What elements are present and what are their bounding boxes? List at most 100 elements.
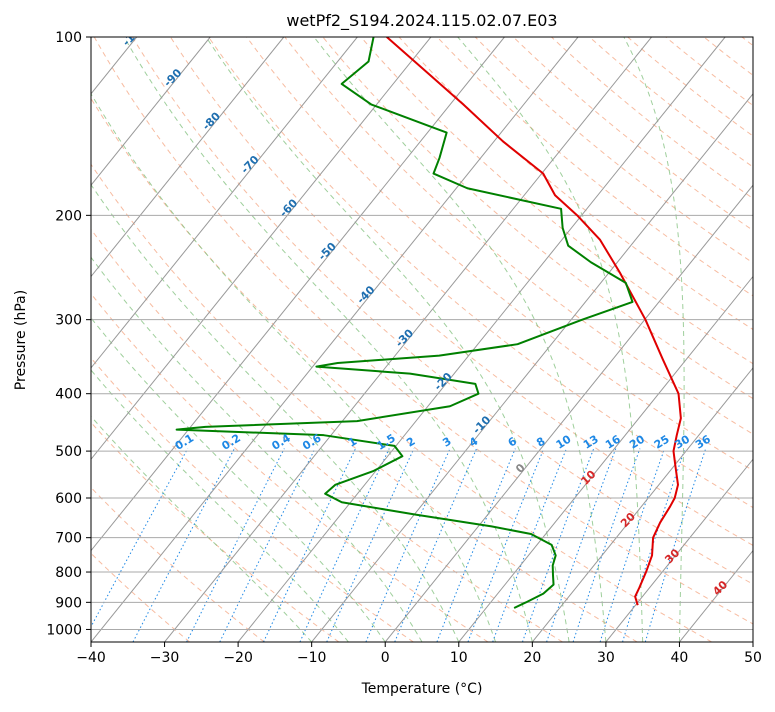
- plot-frame: [90, 36, 754, 643]
- mixing-ratio-line: [132, 448, 235, 642]
- y-tick-label: 400: [55, 387, 82, 403]
- isotherm-label: -30: [393, 326, 416, 349]
- isotherm-label: -80: [200, 109, 223, 132]
- isotherm: [91, 37, 211, 186]
- adiabat-label: 30: [662, 546, 682, 566]
- mixing-ratio-label: 30: [672, 432, 692, 451]
- mixing-ratio-label: 16: [603, 432, 623, 451]
- y-tick-label: 1000: [46, 622, 82, 638]
- mixing-ratio-label: 1: [346, 435, 359, 450]
- mixing-ratio-label: 10: [554, 432, 574, 451]
- isotherm-label: 0: [513, 461, 528, 476]
- isotherm: [91, 37, 432, 461]
- y-tick-label: 500: [55, 444, 82, 460]
- x-tick-label: −20: [223, 650, 253, 666]
- grid-lines: [0, 37, 753, 642]
- profile-lines: [175, 37, 682, 609]
- mixing-ratio-label: 20: [627, 432, 647, 451]
- y-tick-label: 200: [55, 208, 82, 224]
- dry-adiabat: [91, 163, 638, 642]
- moist-adiabat: [91, 256, 423, 642]
- isotherm: [0, 37, 63, 642]
- mixing-ratio-label: 36: [693, 432, 713, 451]
- dry-adiabat: [91, 292, 489, 642]
- mixing-ratio-line: [572, 448, 641, 642]
- x-tick-label: −10: [297, 650, 327, 666]
- dry-adiabat: [93, 37, 753, 625]
- mixing-ratio-label: 2: [404, 435, 417, 450]
- isotherm: [237, 37, 726, 642]
- x-axis: −40 −30 −20 −10 0 10 20 30 40 50: [76, 642, 762, 666]
- dry-adiabat: [91, 228, 563, 642]
- y-tick-label: 300: [55, 313, 82, 329]
- mixing-ratio-label: 6: [506, 434, 520, 449]
- dry-adiabat: [246, 37, 753, 472]
- mixing-ratio-line: [644, 448, 707, 642]
- adiabat-label: 10: [578, 468, 598, 488]
- x-tick-label: 30: [597, 650, 615, 666]
- dry-adiabat: [665, 37, 753, 107]
- dry-adiabat: [322, 37, 753, 400]
- dry-adiabat: [513, 37, 753, 232]
- y-axis: 1000 900 800 700 600 500 400 300 200 100: [46, 30, 91, 638]
- chart-title: wetPf2_S194.2024.115.02.07.E03: [286, 11, 557, 31]
- mixing-ratio-label: 0.1: [173, 431, 196, 452]
- moist-adiabat: [91, 183, 460, 642]
- isotherm: [91, 37, 285, 278]
- moist-adiabat: [91, 92, 497, 642]
- mixing-ratio-line: [467, 448, 545, 642]
- dry-adiabat: [360, 37, 753, 365]
- dry-adiabat: [91, 97, 713, 642]
- dry-adiabat: [551, 37, 753, 200]
- x-tick-label: 40: [671, 650, 689, 666]
- mixing-ratio-line: [299, 448, 390, 642]
- mixing-ratio-label: 1.5: [374, 431, 397, 452]
- dry-adiabat: [741, 37, 753, 47]
- isotherm-label: -50: [316, 240, 339, 263]
- isotherm: [311, 92, 753, 642]
- mixing-ratio-label: 3: [440, 435, 453, 450]
- isotherm: [605, 458, 753, 642]
- mixing-ratio-line: [91, 448, 189, 628]
- isotherm-label: -60: [277, 196, 300, 219]
- isotherm: [531, 367, 753, 642]
- isotherm-label: -100: [120, 20, 149, 49]
- isotherm-label: -10: [470, 413, 493, 436]
- isotherm: [384, 184, 753, 642]
- mixing-ratio-label: 25: [652, 433, 672, 452]
- mixing-ratio-label: 0.2: [220, 431, 243, 452]
- dry-adiabat: [208, 37, 753, 509]
- dry-adiabat: [91, 421, 340, 642]
- mixing-ratio-line: [436, 448, 516, 642]
- moist-adiabat: [91, 369, 349, 642]
- y-tick-label: 900: [55, 595, 82, 611]
- dry-adiabat: [131, 37, 753, 585]
- mixing-ratio-line: [394, 448, 478, 642]
- dry-adiabat: [91, 486, 265, 642]
- x-tick-label: 20: [523, 650, 541, 666]
- isotherm: [91, 37, 579, 642]
- isotherm-label: -20: [432, 370, 455, 393]
- dry-adiabat: [589, 37, 753, 168]
- y-tick-label: 100: [55, 30, 82, 46]
- mixing-ratio-line: [263, 448, 357, 642]
- y-tick-label: 700: [55, 531, 82, 547]
- dry-adiabat: [284, 37, 753, 435]
- mixing-ratio-line: [622, 448, 686, 642]
- background-lines: [91, 37, 753, 642]
- y-tick-label: 800: [55, 565, 82, 581]
- x-tick-label: −40: [76, 650, 106, 666]
- isotherm: [91, 37, 358, 369]
- adiabat-label: 40: [710, 578, 730, 598]
- mixing-ratio-line: [546, 448, 617, 642]
- moist-adiabat: [457, 37, 644, 642]
- x-tick-label: 0: [381, 650, 390, 666]
- moist-adiabat: [123, 37, 533, 642]
- isotherm-label: -40: [354, 283, 377, 306]
- mixing-ratio-line: [186, 448, 285, 642]
- temperature-profile: [386, 37, 682, 606]
- isotherm: [91, 37, 505, 552]
- y-axis-label: Pressure (hPa): [13, 290, 29, 390]
